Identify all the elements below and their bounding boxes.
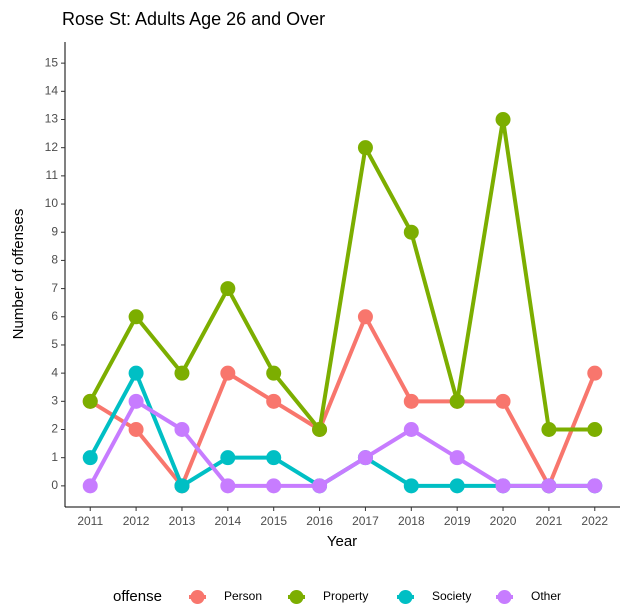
data-point [357,140,373,156]
legend-key-point [398,590,413,604]
data-point [82,478,98,494]
y-tick-label: 8 [51,253,58,267]
y-tick-label: 12 [45,140,59,154]
data-point [587,422,603,437]
y-tick-label: 11 [46,168,59,182]
y-tick-label: 3 [51,393,58,407]
x-tick-label: 2014 [214,514,241,528]
x-tick-label: 2015 [260,514,287,528]
data-point [541,422,557,437]
data-point [82,450,98,466]
x-tick-label: 2013 [169,514,196,528]
data-point [220,365,236,381]
series-line [89,314,597,488]
data-point [403,422,419,437]
x-tick-label: 2022 [581,514,608,528]
data-point [541,478,557,494]
x-tick-label: 2012 [123,514,150,528]
data-point [357,450,373,466]
x-tick-label: 2021 [536,514,563,528]
data-point [266,393,282,409]
data-point [82,393,98,409]
series-line [88,117,595,432]
legend-label: Society [432,589,471,603]
data-point [312,422,328,437]
y-tick-label: 14 [45,83,59,97]
x-tick-label: 2020 [490,514,517,528]
y-tick-label: 9 [51,224,58,238]
y-tick-label: 1 [51,450,58,464]
data-point [220,281,236,297]
data-point [312,478,328,494]
data-point [128,365,144,381]
data-point [357,309,373,325]
data-point [403,478,419,494]
y-tick-label: 2 [51,422,58,436]
x-axis-label: Year [327,533,357,550]
data-point [587,365,603,381]
data-point [220,450,236,466]
x-tick-label: 2017 [352,514,379,528]
data-point [128,393,144,409]
legend-key-point [190,590,205,604]
data-point [266,478,282,494]
data-point [449,393,465,409]
x-tick-label: 2019 [444,514,471,528]
data-point [266,450,282,466]
legend-title: offense [113,588,162,605]
data-point [495,112,511,127]
series-line [88,399,595,488]
data-point [266,365,282,381]
y-tick-label: 0 [51,478,58,492]
legend-label: Property [323,589,368,603]
y-tick-label: 6 [51,309,58,323]
y-tick-label: 13 [45,112,59,126]
data-point [587,478,603,494]
y-tick-label: 4 [51,365,58,379]
data-point [403,224,419,240]
data-point [128,422,144,437]
y-tick-label: 5 [51,337,58,351]
y-tick-label: 10 [45,196,59,210]
legend-label: Other [531,589,561,603]
data-point [449,478,465,494]
x-tick-label: 2018 [398,514,425,528]
legend-label: Person [224,589,262,603]
data-point [449,450,465,466]
y-tick-label: 7 [51,281,58,295]
legend-key-point [497,590,512,604]
legend-key-point [289,590,304,604]
data-point [128,309,144,325]
data-point [174,478,190,494]
y-tick-label: 15 [45,55,59,69]
x-tick-label: 2016 [306,514,333,528]
data-point [403,393,419,409]
data-point [174,422,190,437]
x-tick-label: 2011 [77,514,103,528]
data-point [495,478,511,494]
data-point [174,365,190,381]
chart-title: Rose St: Adults Age 26 and Over [62,9,325,29]
data-point [495,393,511,409]
data-point [220,478,236,494]
y-axis-label: Number of offenses [10,209,27,340]
